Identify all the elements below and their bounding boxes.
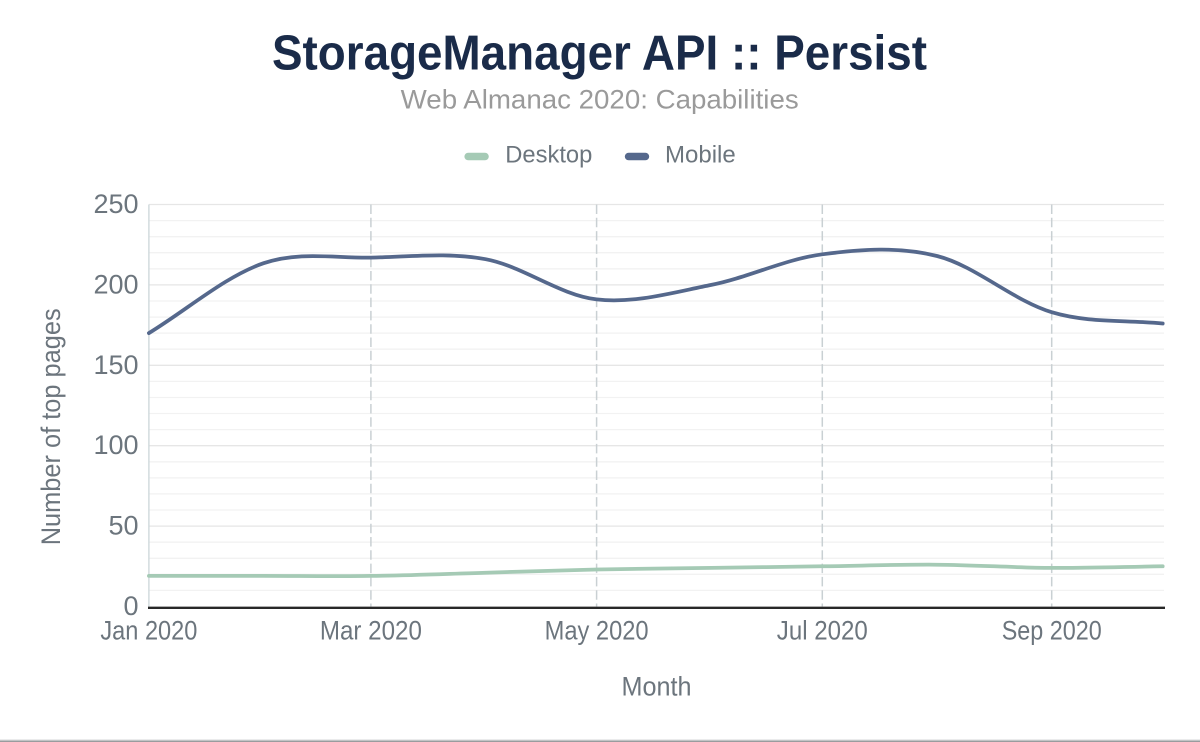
svg-text:StorageManager API :: Persist: StorageManager API :: Persist — [272, 27, 927, 81]
svg-text:Month: Month — [622, 671, 692, 701]
svg-text:150: 150 — [93, 350, 138, 380]
svg-text:Desktop: Desktop — [505, 141, 592, 168]
svg-text:250: 250 — [93, 189, 138, 219]
svg-text:Mar 2020: Mar 2020 — [320, 615, 422, 645]
svg-text:Jan 2020: Jan 2020 — [100, 615, 197, 645]
svg-text:Number of top pages: Number of top pages — [36, 308, 66, 545]
svg-text:May 2020: May 2020 — [545, 615, 649, 645]
svg-text:Mobile: Mobile — [665, 141, 736, 168]
svg-text:50: 50 — [108, 511, 138, 541]
svg-text:Jul 2020: Jul 2020 — [777, 615, 868, 645]
svg-text:100: 100 — [93, 430, 138, 460]
svg-text:200: 200 — [93, 269, 138, 299]
svg-text:0: 0 — [123, 591, 138, 621]
svg-text:Sep 2020: Sep 2020 — [1002, 615, 1102, 645]
svg-text:Web Almanac 2020: Capabilities: Web Almanac 2020: Capabilities — [401, 85, 799, 115]
